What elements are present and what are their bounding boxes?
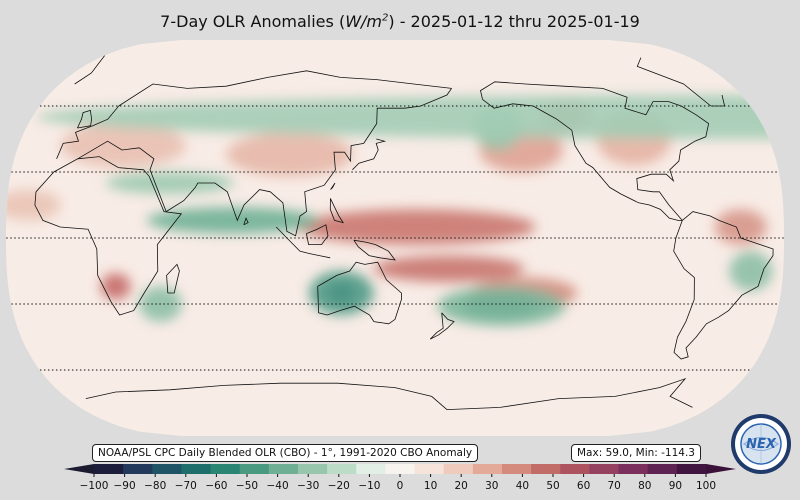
coastline: [34, 156, 183, 316]
colorbar-segment: [181, 464, 212, 474]
latitude-lines: [6, 105, 784, 371]
colorbar-tick-label: 100: [696, 480, 716, 492]
coastline: [77, 109, 93, 129]
coastlines: [34, 55, 774, 410]
colorbar-tick-label: −50: [236, 480, 258, 492]
colorbar-segment: [298, 464, 328, 474]
colorbar-tick-label: −80: [144, 480, 166, 492]
coastline: [353, 239, 396, 261]
anomaly-blob: [714, 209, 767, 245]
colorbar-segment: [647, 464, 678, 474]
colorbar-segment: [443, 464, 474, 474]
coastline: [429, 312, 455, 340]
coastline: [118, 70, 452, 107]
nex-lab-logo: NEX: [731, 414, 791, 474]
coastline: [673, 211, 774, 360]
colorbar-tick-label: −40: [267, 480, 289, 492]
colorbar: −100 −90 −80 −70 −60 −50 −40 −30 −20 −10 0 10 20 30 40…: [64, 464, 736, 492]
coastline: [166, 263, 180, 294]
anomaly-blob: [437, 286, 566, 327]
colorbar-extend-high: [706, 464, 736, 474]
colorbar-segment: [414, 464, 445, 474]
colorbar-segment: [94, 464, 124, 474]
colorbar-tick-label: 50: [546, 480, 559, 492]
coastline: [330, 182, 336, 190]
anomaly-blob: [6, 189, 61, 221]
anomaly-blob: [105, 172, 235, 194]
colorbar-tick-label: 60: [577, 480, 590, 492]
colorbar-segment: [589, 464, 620, 474]
colorbar-tick-label: −10: [358, 480, 380, 492]
anomaly-blob: [373, 255, 525, 282]
colorbar-tick-label: −20: [328, 480, 350, 492]
anomaly-blob: [297, 209, 536, 245]
anomaly-blob: [729, 251, 773, 291]
colorbar-tick-label: 30: [485, 480, 498, 492]
coastline: [77, 88, 452, 237]
colorbar-segment: [502, 464, 532, 474]
title-suffix: ) - 2025-01-12 thru 2025-01-19: [388, 12, 640, 31]
coastline: [243, 217, 249, 226]
colorbar-segment: [327, 464, 357, 474]
colorbar-tick-label: −100: [80, 480, 109, 492]
colorbar-segment: [531, 464, 561, 474]
coastline: [85, 377, 693, 410]
coastline: [482, 99, 683, 221]
colorbar-segment: [123, 464, 153, 474]
colorbar-tick-label: 0: [397, 480, 404, 492]
colorbar-tick-label: 80: [638, 480, 651, 492]
colorbar-tick-label: 90: [669, 480, 682, 492]
max-min-stats: Max: 59.0, Min: -114.3: [571, 444, 701, 462]
colorbar-segment: [239, 464, 270, 474]
data-source-label: NOAA/PSL CPC Daily Blended OLR (CBO) - 1…: [92, 444, 479, 462]
map-title: 7-Day OLR Anomalies (W/m2) - 2025-01-12 …: [0, 12, 800, 31]
coastline: [329, 198, 344, 224]
colorbar-tick-label: −30: [297, 480, 319, 492]
colorbar-ticks: −100 −90 −80 −70 −60 −50 −40 −30 −20 −10 0 10 20 30 40…: [80, 474, 716, 492]
colorbar-segment: [356, 464, 386, 474]
olr-anomaly-map: [6, 40, 784, 436]
colorbar-segment: [152, 464, 182, 474]
title-unit-exponent: 2: [381, 12, 389, 24]
colorbar-segment: [210, 464, 241, 474]
coastline: [352, 138, 387, 171]
colorbar-tick-label: −90: [114, 480, 136, 492]
coastline: [56, 105, 120, 159]
colorbar-tick-label: 70: [608, 480, 621, 492]
anomaly-blob: [60, 123, 186, 168]
colorbar-segments: [64, 464, 736, 474]
colorbar-segment: [268, 464, 299, 474]
coastline: [306, 224, 329, 245]
colorbar-tick-label: 10: [424, 480, 437, 492]
colorbar-tick-label: 20: [455, 480, 468, 492]
anomaly-blob: [36, 95, 784, 139]
colorbar-tick-label: −70: [175, 480, 197, 492]
coastline: [480, 81, 710, 221]
colorbar-segment: [385, 464, 416, 474]
anomaly-blob: [100, 273, 131, 300]
colorbar-tick-label: 40: [516, 480, 529, 492]
title-prefix: 7-Day OLR Anomalies (: [160, 12, 346, 31]
coastline: [275, 226, 331, 259]
colorbar-extend-low: [64, 464, 94, 474]
coastline: [317, 261, 402, 325]
anomaly-blob: [146, 207, 320, 234]
anomaly-blob: [226, 132, 353, 177]
colorbar-tick-label: −60: [205, 480, 227, 492]
anomaly-blob: [309, 271, 374, 315]
colorbar-segment: [472, 464, 503, 474]
title-unit: W/m: [345, 12, 382, 31]
svg-text:NEX: NEX: [746, 437, 777, 452]
colorbar-segment: [618, 464, 649, 474]
colorbar-segment: [560, 464, 590, 474]
colorbar-segment: [676, 464, 707, 474]
